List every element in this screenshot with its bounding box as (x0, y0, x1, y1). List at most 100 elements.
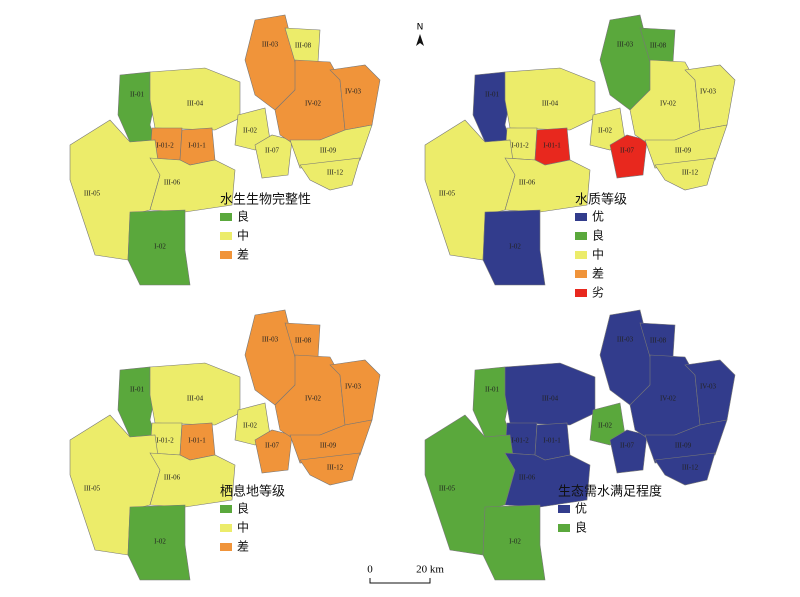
zone-label: I-01-1 (188, 437, 206, 445)
zone-label: I-01-1 (543, 142, 561, 150)
map-panel: II-01 III-04 I-01-2 I-01-1 III-05 III-06 I-02 I… (69, 14, 381, 286)
scale-bar: 0 20 km (367, 564, 444, 584)
zone (289, 419, 373, 464)
legend-swatch (575, 232, 587, 240)
zone (482, 504, 546, 581)
zone (482, 209, 546, 286)
zone (127, 504, 191, 581)
zone-label: II-02 (598, 127, 612, 135)
zone (504, 157, 591, 213)
zone-label: IV-03 (700, 88, 717, 96)
zone (644, 124, 728, 169)
zone (504, 362, 596, 426)
zone-label: I-01-2 (156, 142, 174, 150)
zone-label: IV-03 (345, 88, 362, 96)
zone-label: III-04 (542, 100, 559, 108)
zone-label: III-09 (320, 442, 337, 450)
zone (117, 71, 156, 143)
zone-label: III-03 (617, 336, 634, 344)
zone-label: III-09 (320, 147, 337, 155)
legend-label: 中 (237, 228, 249, 243)
legend-swatch (220, 251, 232, 259)
zone-label: I-01-2 (511, 142, 529, 150)
zone (504, 452, 591, 508)
zone (472, 366, 511, 438)
zone-label: III-03 (262, 336, 279, 344)
zone-label: II-07 (620, 442, 634, 450)
zone-label: IV-02 (660, 395, 677, 403)
legend-title: 生态需水满足程度 (558, 484, 662, 500)
zone-label: III-04 (542, 395, 559, 403)
zone-label: III-12 (327, 169, 344, 177)
legend-label: 差 (592, 267, 604, 281)
legend-title: 水质等级 (575, 192, 627, 208)
zone (254, 134, 293, 179)
zone-label: III-06 (164, 474, 181, 482)
zone (254, 429, 293, 474)
zone (472, 71, 511, 143)
legend-label: 良 (237, 209, 249, 224)
zone-label: IV-02 (660, 100, 677, 108)
legend-swatch (220, 232, 232, 240)
legend-label: 良 (575, 520, 587, 535)
zone-label: III-03 (262, 41, 279, 49)
legend-label: 中 (592, 247, 604, 262)
zone-label: I-02 (509, 538, 521, 546)
legend-label: 良 (237, 501, 249, 516)
zone-label: III-06 (519, 179, 536, 187)
legend-title: 水生生物完整性 (220, 193, 311, 208)
zone (609, 134, 648, 179)
legend-label: 中 (237, 520, 249, 535)
zone-label: III-09 (675, 442, 692, 450)
legend-label: 差 (237, 248, 249, 262)
scale-start: 0 (367, 564, 373, 576)
zone-label: I-01-1 (188, 142, 206, 150)
zone-label: III-05 (439, 190, 456, 198)
legend-label: 差 (237, 540, 249, 554)
zone-label: III-03 (617, 41, 634, 49)
legend-swatch (575, 270, 587, 278)
map-panel: II-01 III-04 I-01-2 I-01-1 III-05 III-06 I-02 I… (424, 14, 736, 286)
zone-label: III-06 (164, 179, 181, 187)
legend-label: 优 (575, 502, 587, 516)
scale-end: 20 km (416, 564, 444, 576)
legend-swatch (558, 505, 570, 513)
legend-label: 劣 (592, 286, 604, 300)
zone-label: III-08 (650, 42, 667, 50)
zone-label: II-02 (243, 422, 257, 430)
zone-label: III-08 (295, 42, 312, 50)
legend-swatch (220, 505, 232, 513)
zone (127, 209, 191, 286)
zone-label: I-02 (509, 243, 521, 251)
zone-label: III-05 (84, 190, 101, 198)
north-label: N (417, 23, 424, 33)
zone-label: III-12 (327, 464, 344, 472)
zone-label: I-02 (154, 243, 166, 251)
zone (609, 429, 648, 474)
zone-label: II-07 (265, 442, 279, 450)
legend-title: 栖息地等级 (220, 484, 285, 500)
zone-label: III-06 (519, 474, 536, 482)
zone-label: IV-02 (305, 100, 322, 108)
zone-label: III-12 (682, 464, 699, 472)
zone-label: III-05 (84, 485, 101, 493)
zone-label: IV-03 (345, 383, 362, 391)
zone-label: II-01 (485, 91, 499, 99)
zone-label: IV-03 (700, 383, 717, 391)
legend-swatch (575, 289, 587, 297)
zone (644, 419, 728, 464)
map-panel: II-01 III-04 I-01-2 I-01-1 III-05 III-06 I-02 I… (69, 309, 381, 581)
zone-label: II-01 (130, 386, 144, 394)
zone (654, 157, 716, 191)
zone-label: III-12 (682, 169, 699, 177)
zone-label: III-04 (187, 100, 204, 108)
zone-label: III-04 (187, 395, 204, 403)
map-panel: II-01 III-04 I-01-2 I-01-1 III-05 III-06 I-02 I… (424, 309, 736, 581)
zone (299, 452, 361, 486)
zone-label: III-09 (675, 147, 692, 155)
zone (654, 452, 716, 486)
legend-swatch (575, 251, 587, 259)
zone-label: III-08 (295, 337, 312, 345)
north-arrow-head (416, 34, 424, 46)
legend-swatch (558, 524, 570, 532)
